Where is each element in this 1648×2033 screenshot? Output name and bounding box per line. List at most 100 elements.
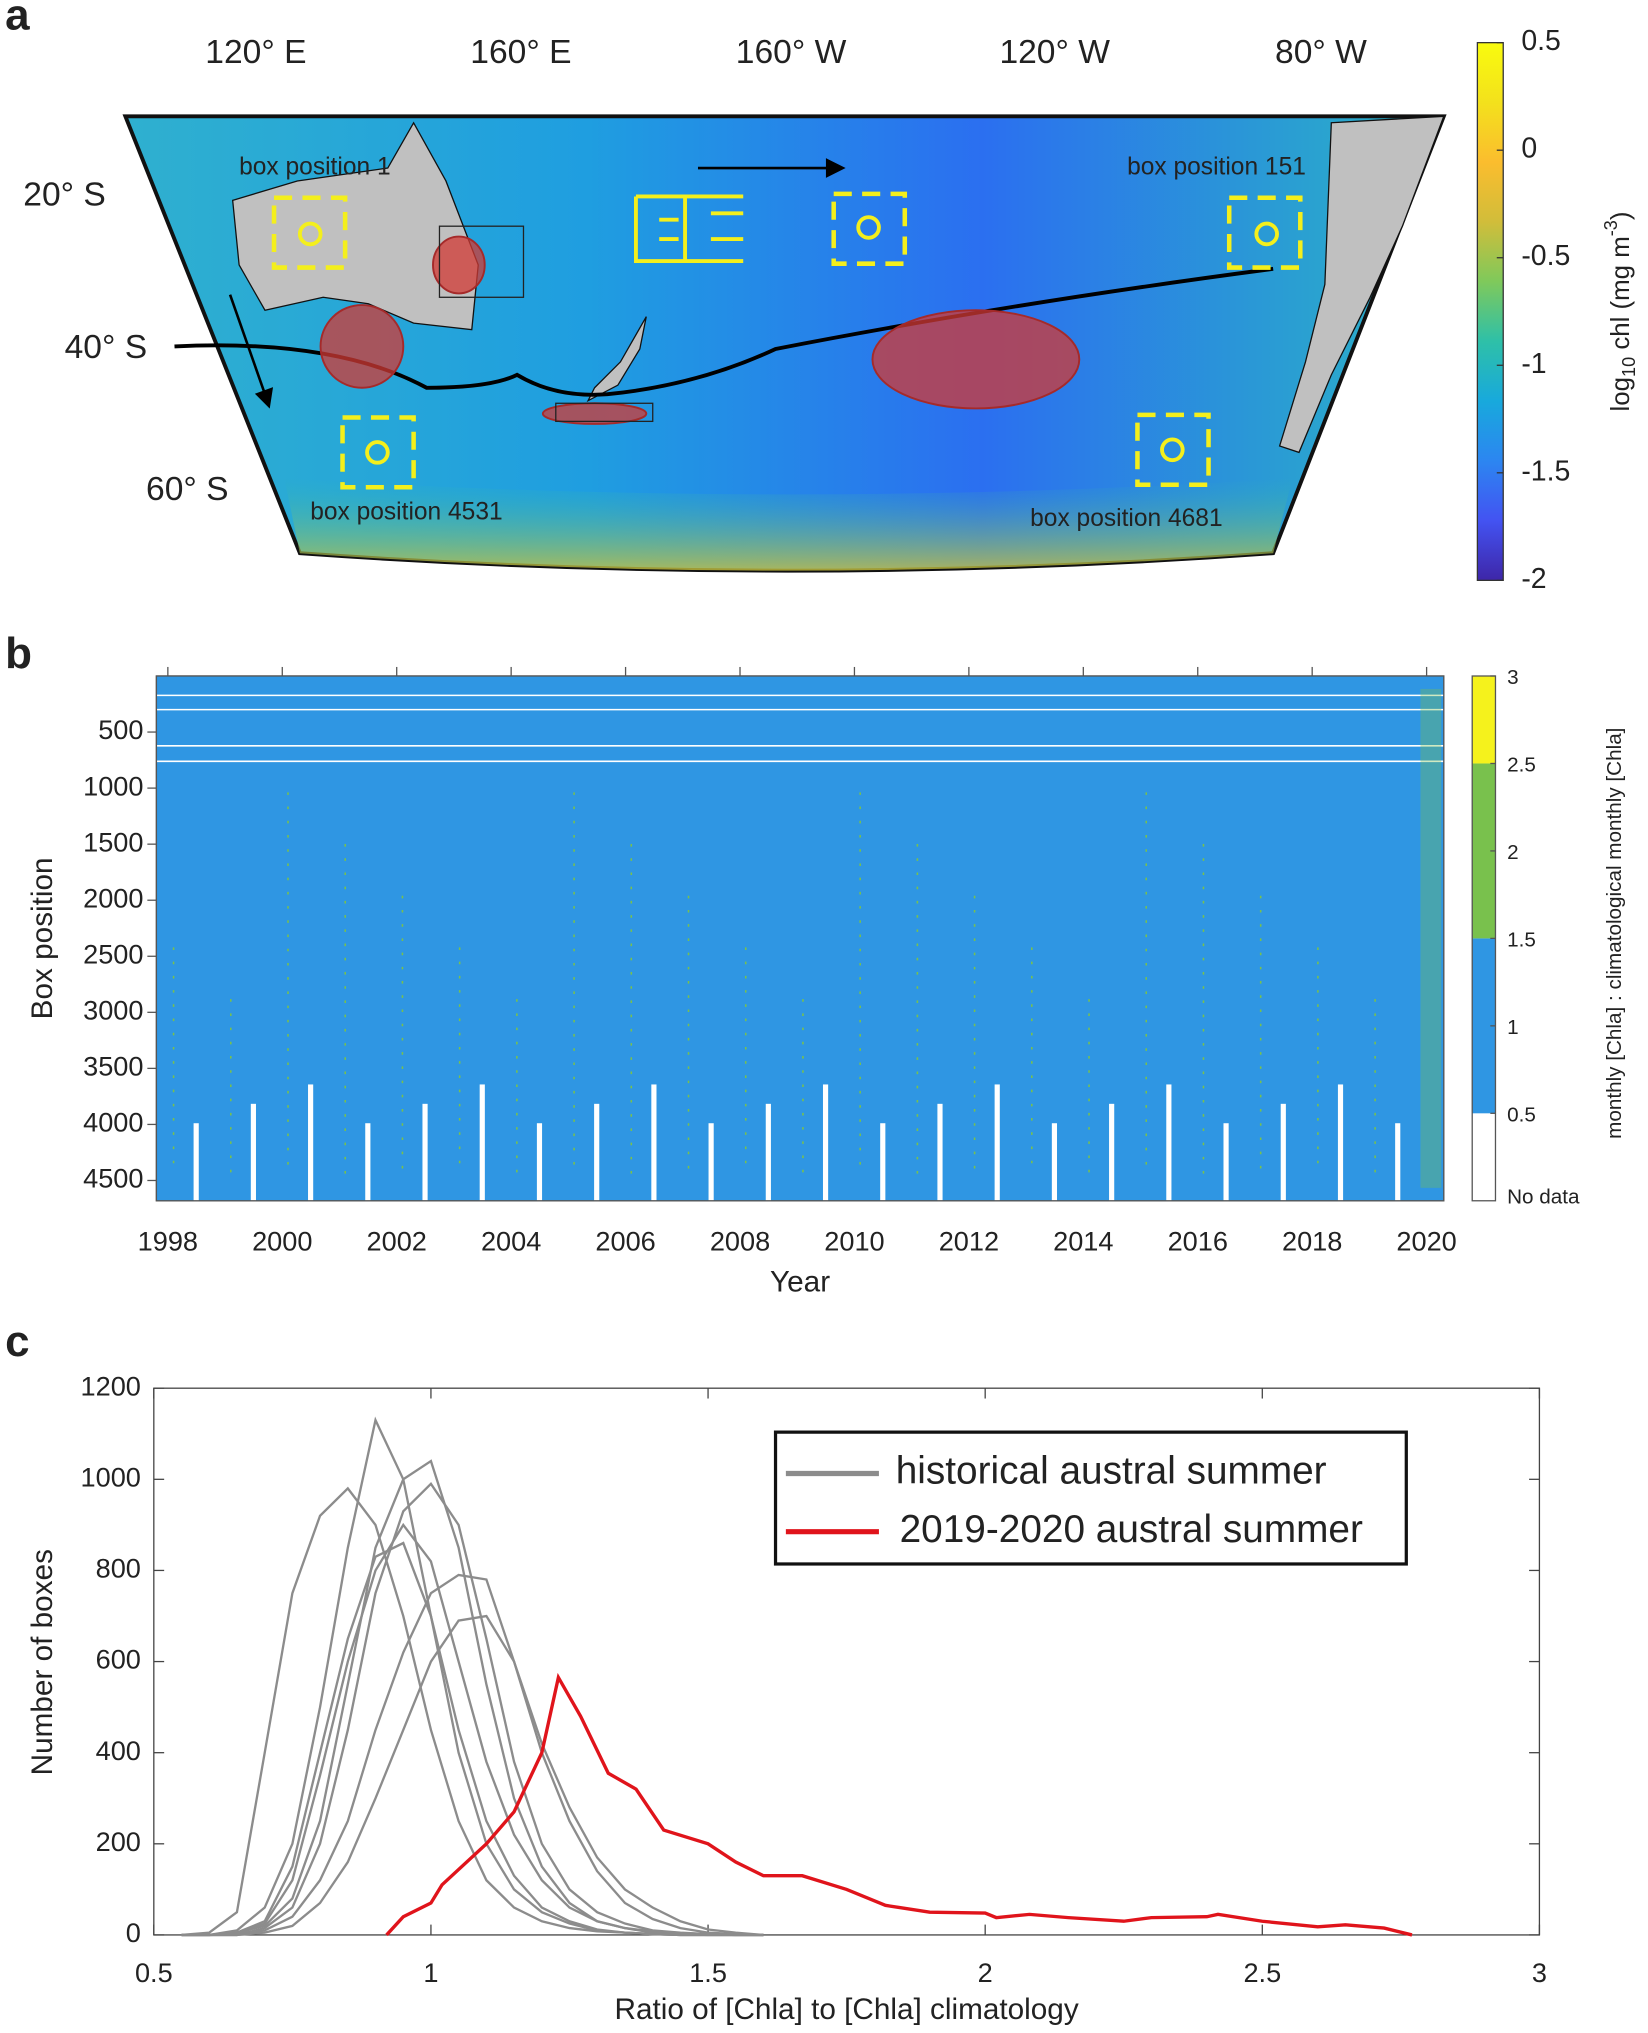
colorbar-nodata-label: No data [1507, 1186, 1580, 1209]
colorbar-label-part: ) [1607, 212, 1635, 221]
box-label: box position 151 [1127, 154, 1306, 181]
y-tick-label: 200 [96, 1826, 141, 1857]
winter-gap [250, 1103, 256, 1201]
winter-gap [765, 1103, 771, 1201]
colorbar-tick-label: 0.5 [1521, 25, 1561, 57]
colorbar-label-part: 10 [1619, 357, 1639, 377]
box-label: box position 4681 [1030, 505, 1222, 532]
box-centres [297, 215, 1279, 465]
latitude-label: 60° S [146, 471, 229, 508]
colorbar-label: log10 chl (mg m-3) [1601, 212, 1639, 412]
southern-band [284, 478, 1293, 571]
colorbar-tick-label: -2 [1521, 563, 1546, 595]
colorbar-nodata [1472, 1113, 1496, 1201]
y-tick-label: 600 [96, 1644, 141, 1675]
x-tick-label: 2004 [481, 1226, 541, 1257]
winter-gap [1395, 1123, 1401, 1201]
new-zealand [586, 316, 647, 403]
x-tick-label: 2006 [595, 1226, 655, 1257]
x-tick-label: 1.5 [689, 1957, 727, 1988]
colorbar-tick-label: 1.5 [1507, 928, 1536, 951]
winter-gap [1051, 1123, 1058, 1201]
y-tick-label: 500 [98, 714, 143, 745]
series-line [181, 1614, 764, 1937]
panel-label: b [5, 629, 32, 678]
colorbar-tick-label: 2 [1507, 841, 1519, 864]
x-tick-label: 2.5 [1243, 1957, 1281, 1988]
x-tick-label: 2 [978, 1957, 993, 1988]
box-label: box position 1 [239, 154, 390, 181]
winter-gap [1109, 1103, 1115, 1201]
heatmap-background [156, 676, 1444, 1201]
legend-box [773, 1430, 1408, 1566]
winter-gap [1280, 1103, 1286, 1201]
example-boxes [271, 191, 1303, 490]
arrows [228, 158, 846, 409]
box-outlines [438, 225, 654, 423]
y-tick-label: 4500 [83, 1163, 143, 1194]
x-axis-label: Ratio of [Chla] to [Chla] climatology [615, 1993, 1079, 2026]
australia [231, 121, 479, 331]
colorbar-segment [1472, 676, 1496, 764]
map [122, 114, 1447, 573]
x-tick-label: 2016 [1168, 1226, 1228, 1257]
series-line [181, 1459, 764, 1937]
colorbar-tick-label: 3 [1507, 666, 1519, 689]
colorbar-tick-label: 1 [1507, 1016, 1519, 1039]
x-tick-label: 1998 [138, 1226, 198, 1257]
winter-gap [193, 1123, 199, 1201]
longitude-label: 120° E [205, 34, 306, 71]
winter-gap [708, 1123, 714, 1201]
x-tick-label: 3 [1532, 1957, 1547, 1988]
legend-label: historical austral summer [896, 1450, 1327, 1493]
y-tick-label: 400 [96, 1735, 141, 1766]
winter-gap [536, 1123, 543, 1201]
series-line [181, 1541, 764, 1937]
heatmap-texture [156, 688, 1444, 1201]
legend-label: 2019-2020 austral summer [900, 1508, 1363, 1551]
colorbar-label-part: -3 [1601, 220, 1621, 236]
colorbar-tick-label: 2.5 [1507, 754, 1536, 777]
panel-label: a [5, 0, 30, 40]
south-america [1278, 115, 1445, 454]
winter-gap [594, 1103, 600, 1201]
colorbar-tick-label: 0 [1521, 133, 1537, 165]
series-line [181, 1522, 764, 1937]
x-tick-label: 2018 [1282, 1226, 1342, 1257]
latitude-label: 40° S [65, 329, 148, 366]
winter-gap [422, 1103, 428, 1201]
y-tick-label: 0 [126, 1917, 141, 1948]
y-tick-label: 1000 [81, 1461, 141, 1492]
series-line [385, 1672, 1413, 1937]
winter-gap [880, 1123, 886, 1201]
latitude-label: 20° S [23, 176, 106, 213]
x-tick-label: 2010 [824, 1226, 884, 1257]
series-line [181, 1573, 764, 1937]
x-tick-label: 1 [423, 1957, 438, 1988]
y-tick-label: 4000 [83, 1107, 143, 1138]
colorbar-tick-label: -1 [1521, 348, 1546, 380]
x-tick-label: 2002 [367, 1226, 427, 1257]
y-tick-label: 1500 [83, 826, 143, 857]
colorbar-tick-label: 0.5 [1507, 1103, 1536, 1126]
y-tick-label: 3500 [83, 1051, 143, 1082]
y-tick-label: 2000 [83, 882, 143, 913]
colorbar-tick-label: -1.5 [1521, 455, 1570, 487]
y-tick-label: 1200 [81, 1370, 141, 1401]
winter-gap [822, 1084, 829, 1201]
x-tick-label: 2014 [1053, 1226, 1113, 1257]
recent-anomaly [1420, 688, 1442, 1188]
winter-gap [479, 1084, 485, 1201]
y-tick-label: 1000 [83, 770, 143, 801]
anomaly-clusters [319, 235, 1081, 425]
box-sequence [633, 194, 744, 264]
colorbar-label-part: chl (mg m [1607, 236, 1635, 357]
y-axis-label: Box position [26, 857, 59, 1019]
winter-gap [651, 1084, 657, 1201]
winter-gap [1337, 1084, 1344, 1201]
y-tick-label: 2500 [83, 938, 143, 969]
longitude-label: 120° W [999, 34, 1110, 71]
winter-gap [1166, 1084, 1172, 1201]
x-tick-label: 2020 [1396, 1226, 1456, 1257]
